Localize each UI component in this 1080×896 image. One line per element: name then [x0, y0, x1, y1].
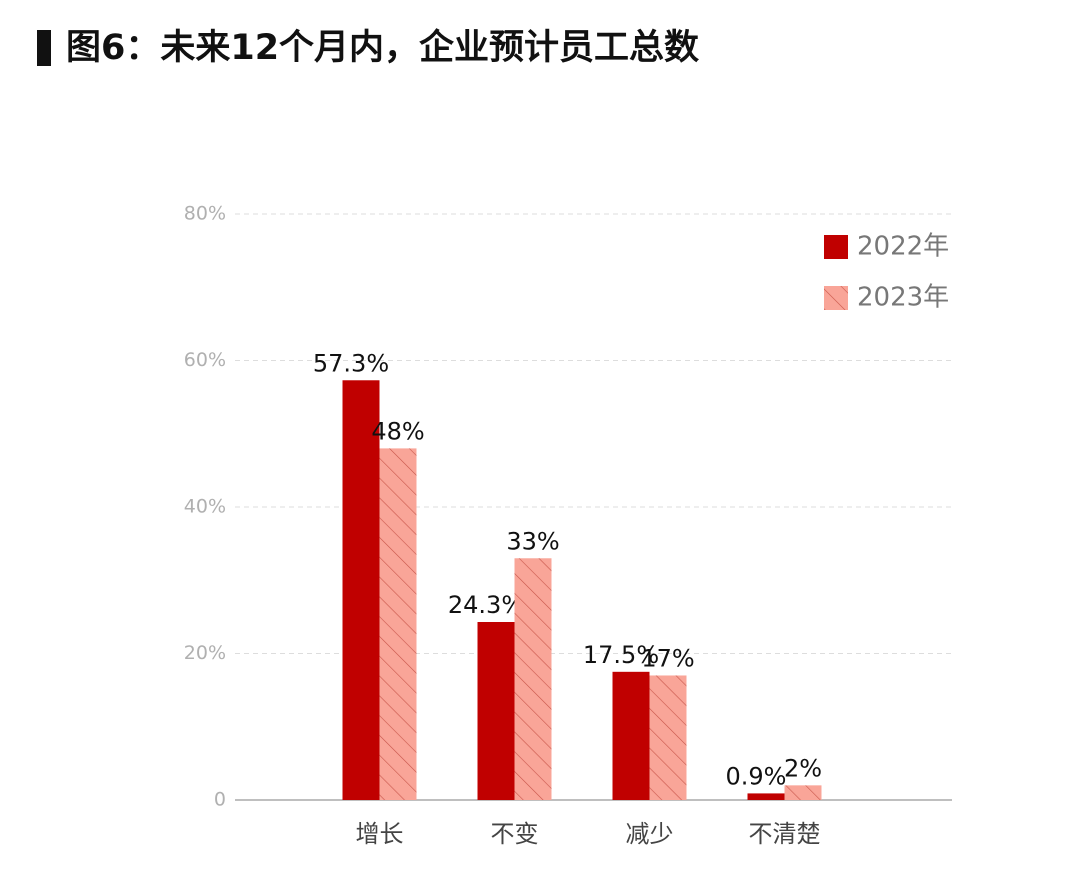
value-label: 24.3%	[448, 591, 524, 619]
value-label: 0.9%	[726, 762, 787, 790]
legend-swatch	[824, 235, 848, 259]
y-tick-label: 0	[214, 789, 226, 811]
y-tick-label: 20%	[184, 642, 226, 664]
y-tick-label: 60%	[184, 349, 226, 371]
y-tick-label: 40%	[184, 496, 226, 518]
bar	[784, 785, 822, 800]
bar	[342, 380, 380, 800]
value-label: 2%	[784, 754, 822, 782]
bar	[612, 671, 650, 800]
bar	[477, 622, 515, 800]
value-label: 33%	[506, 527, 559, 555]
x-tick-label: 增长	[356, 820, 404, 848]
x-tick-label: 不变	[491, 820, 539, 848]
value-label: 57.3%	[313, 349, 389, 377]
legend-swatch	[824, 286, 848, 310]
bar	[514, 558, 552, 800]
value-label: 48%	[371, 417, 424, 445]
bar	[379, 448, 417, 800]
legend-label: 2023年	[857, 283, 949, 313]
x-tick-label: 减少	[626, 820, 674, 848]
legend-label: 2022年	[857, 232, 949, 262]
value-label: 17%	[641, 644, 694, 672]
x-tick-label: 不清楚	[749, 820, 821, 848]
bar	[649, 675, 687, 800]
value-label: 17.5%	[583, 641, 659, 669]
title-marker	[37, 30, 51, 66]
y-tick-label: 80%	[184, 203, 226, 225]
bar	[747, 793, 785, 800]
chart-title: 图6：未来12个月内，企业预计员工总数	[66, 27, 699, 68]
